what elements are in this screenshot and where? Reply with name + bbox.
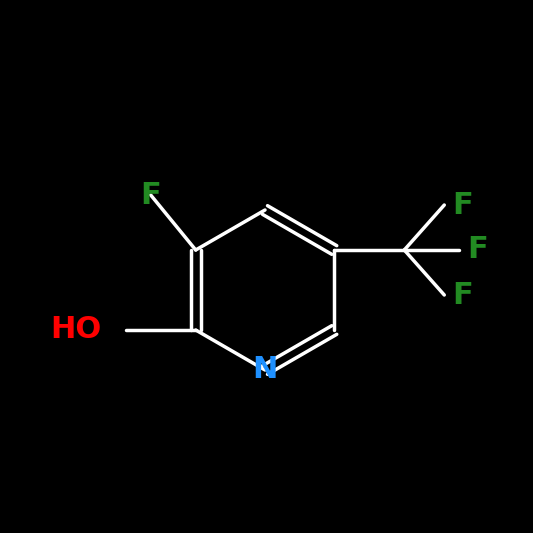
Text: F: F xyxy=(140,181,161,209)
Text: F: F xyxy=(453,190,473,220)
Text: HO: HO xyxy=(50,316,101,344)
Text: N: N xyxy=(252,356,278,384)
Text: F: F xyxy=(467,236,488,264)
Text: F: F xyxy=(453,280,473,310)
